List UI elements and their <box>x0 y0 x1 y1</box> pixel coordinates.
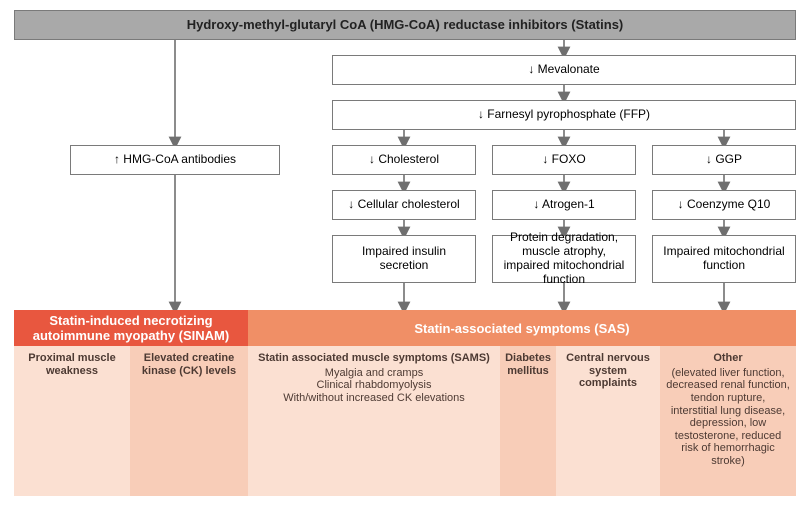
bottom-cell-line: Myalgia and cramps <box>325 367 423 380</box>
sinam-header: Statin-induced necrotizing autoimmune my… <box>14 310 248 346</box>
bottom-cell-5: Other (elevated liver function, decreased… <box>660 346 796 496</box>
box-mev: ↓ Mevalonate <box>332 55 796 85</box>
bottom-cell-0: Proximal muscle weakness <box>14 346 130 496</box>
bottom-cell-2: Statin associated muscle symptoms (SAMS)… <box>248 346 500 496</box>
bottom-cell-1: Elevated creatine kinase (CK) levels <box>130 346 248 496</box>
bottom-cell-title: Other <box>713 352 742 365</box>
bottom-cell-line: With/without increased CK elevations <box>283 392 465 405</box>
box-cchol: ↓ Cellular cholesterol <box>332 190 476 220</box>
sas-header: Statin-associated symptoms (SAS) <box>248 310 796 346</box>
box-coq10: ↓ Coenzyme Q10 <box>652 190 796 220</box>
bottom-cell-line: Clinical rhabdomyolysis <box>317 379 432 392</box>
box-chol: ↓ Cholesterol <box>332 145 476 175</box>
box-label: Hydroxy-methyl-glutaryl CoA (HMG-CoA) re… <box>187 18 624 33</box>
box-label: Impaired insulin secretion <box>339 245 469 273</box>
statin-flow-diagram: Hydroxy-methyl-glutaryl CoA (HMG-CoA) re… <box>0 0 810 508</box>
box-protdeg: Protein degradation, muscle atrophy, imp… <box>492 235 636 283</box>
bottom-cell-4: Central nervous system complaints <box>556 346 660 496</box>
bottom-cell-3: Diabetes mellitus <box>500 346 556 496</box>
box-label: ↓ GGP <box>706 153 742 167</box>
box-foxo: ↓ FOXO <box>492 145 636 175</box>
box-label: ↓ Cellular cholesterol <box>348 198 459 212</box>
box-label: ↓ Cholesterol <box>369 153 439 167</box>
sinam-header-label: Statin-induced necrotizing autoimmune my… <box>20 313 242 343</box>
box-atro: ↓ Atrogen-1 <box>492 190 636 220</box>
box-ggp: ↓ GGP <box>652 145 796 175</box>
bottom-cell-title: Diabetes mellitus <box>505 352 551 377</box>
box-label: Impaired mitochondrial function <box>659 245 789 273</box>
box-insulin: Impaired insulin secretion <box>332 235 476 283</box>
bottom-cell-title: Statin associated muscle symptoms (SAMS) <box>258 352 490 365</box>
box-label: Protein degradation, muscle atrophy, imp… <box>499 231 629 286</box>
box-label: ↓ Coenzyme Q10 <box>678 198 771 212</box>
box-label: ↓ FOXO <box>542 153 585 167</box>
bottom-cell-line: (elevated liver function, decreased rena… <box>666 367 790 468</box>
box-label: ↓ Mevalonate <box>528 63 599 77</box>
sas-header-label: Statin-associated symptoms (SAS) <box>414 321 629 336</box>
bottom-cell-title: Central nervous system complaints <box>562 352 654 390</box>
bottom-cell-title: Elevated creatine kinase (CK) levels <box>136 352 242 377</box>
box-fpp: ↓ Farnesyl pyrophosphate (FFP) <box>332 100 796 130</box>
box-hdr: Hydroxy-methyl-glutaryl CoA (HMG-CoA) re… <box>14 10 796 40</box>
box-hmgab: ↑ HMG-CoA antibodies <box>70 145 280 175</box>
box-mito: Impaired mitochondrial function <box>652 235 796 283</box>
box-label: ↓ Farnesyl pyrophosphate (FFP) <box>478 108 650 122</box>
bottom-cell-title: Proximal muscle weakness <box>20 352 124 377</box>
box-label: ↑ HMG-CoA antibodies <box>114 153 236 167</box>
box-label: ↓ Atrogen-1 <box>533 198 594 212</box>
